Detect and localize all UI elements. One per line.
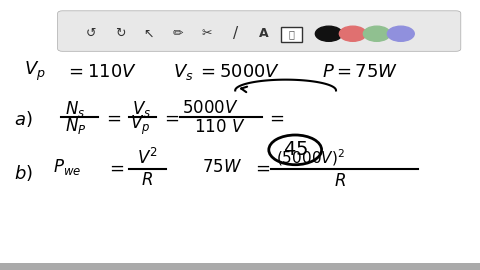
Text: ↻: ↻: [115, 27, 125, 40]
Text: $110\ V$: $110\ V$: [194, 118, 246, 136]
Text: $V_p$: $V_p$: [24, 60, 46, 83]
Text: $a)$: $a)$: [14, 109, 33, 129]
FancyBboxPatch shape: [0, 263, 480, 270]
Text: $P_{we}$: $P_{we}$: [53, 157, 81, 177]
Text: ↖: ↖: [144, 27, 154, 40]
Text: A: A: [259, 27, 269, 40]
Circle shape: [363, 26, 390, 41]
FancyBboxPatch shape: [281, 27, 302, 42]
Circle shape: [315, 26, 342, 41]
Text: $(5000V)^2$: $(5000V)^2$: [276, 148, 345, 168]
FancyBboxPatch shape: [58, 11, 461, 51]
Text: $V^2$: $V^2$: [137, 148, 157, 168]
Text: $=$: $=$: [266, 109, 285, 126]
Text: $=$: $=$: [252, 158, 271, 176]
Text: ✂: ✂: [201, 27, 212, 40]
Text: $= 110V$: $= 110V$: [65, 63, 137, 80]
Text: $=$: $=$: [106, 158, 124, 176]
Text: $V_p$: $V_p$: [130, 114, 150, 137]
Text: ✏: ✏: [172, 27, 183, 40]
Text: $5000V$: $5000V$: [182, 99, 239, 117]
Text: 🖼: 🖼: [289, 29, 295, 39]
Text: $b)$: $b)$: [14, 163, 33, 183]
Text: $75W$: $75W$: [202, 158, 242, 176]
Text: $= 5000V$: $= 5000V$: [197, 63, 280, 80]
Circle shape: [387, 26, 414, 41]
Text: /: /: [233, 26, 238, 41]
Text: $=$: $=$: [161, 109, 180, 126]
Text: $V_s$: $V_s$: [132, 99, 151, 119]
Text: $V_s$: $V_s$: [173, 62, 193, 82]
Text: ↺: ↺: [86, 27, 96, 40]
Text: $P = 75W$: $P = 75W$: [322, 63, 398, 80]
Text: $R$: $R$: [334, 172, 346, 190]
Text: $N_P$: $N_P$: [65, 116, 86, 136]
Text: $R$: $R$: [141, 171, 153, 188]
Text: $=$: $=$: [103, 109, 122, 126]
Text: $45$: $45$: [283, 140, 308, 159]
Text: $N_s$: $N_s$: [65, 99, 85, 119]
Circle shape: [339, 26, 366, 41]
